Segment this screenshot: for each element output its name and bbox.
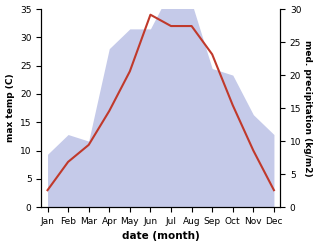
X-axis label: date (month): date (month) [122,231,200,242]
Y-axis label: med. precipitation (kg/m2): med. precipitation (kg/m2) [303,40,313,176]
Y-axis label: max temp (C): max temp (C) [5,74,15,143]
